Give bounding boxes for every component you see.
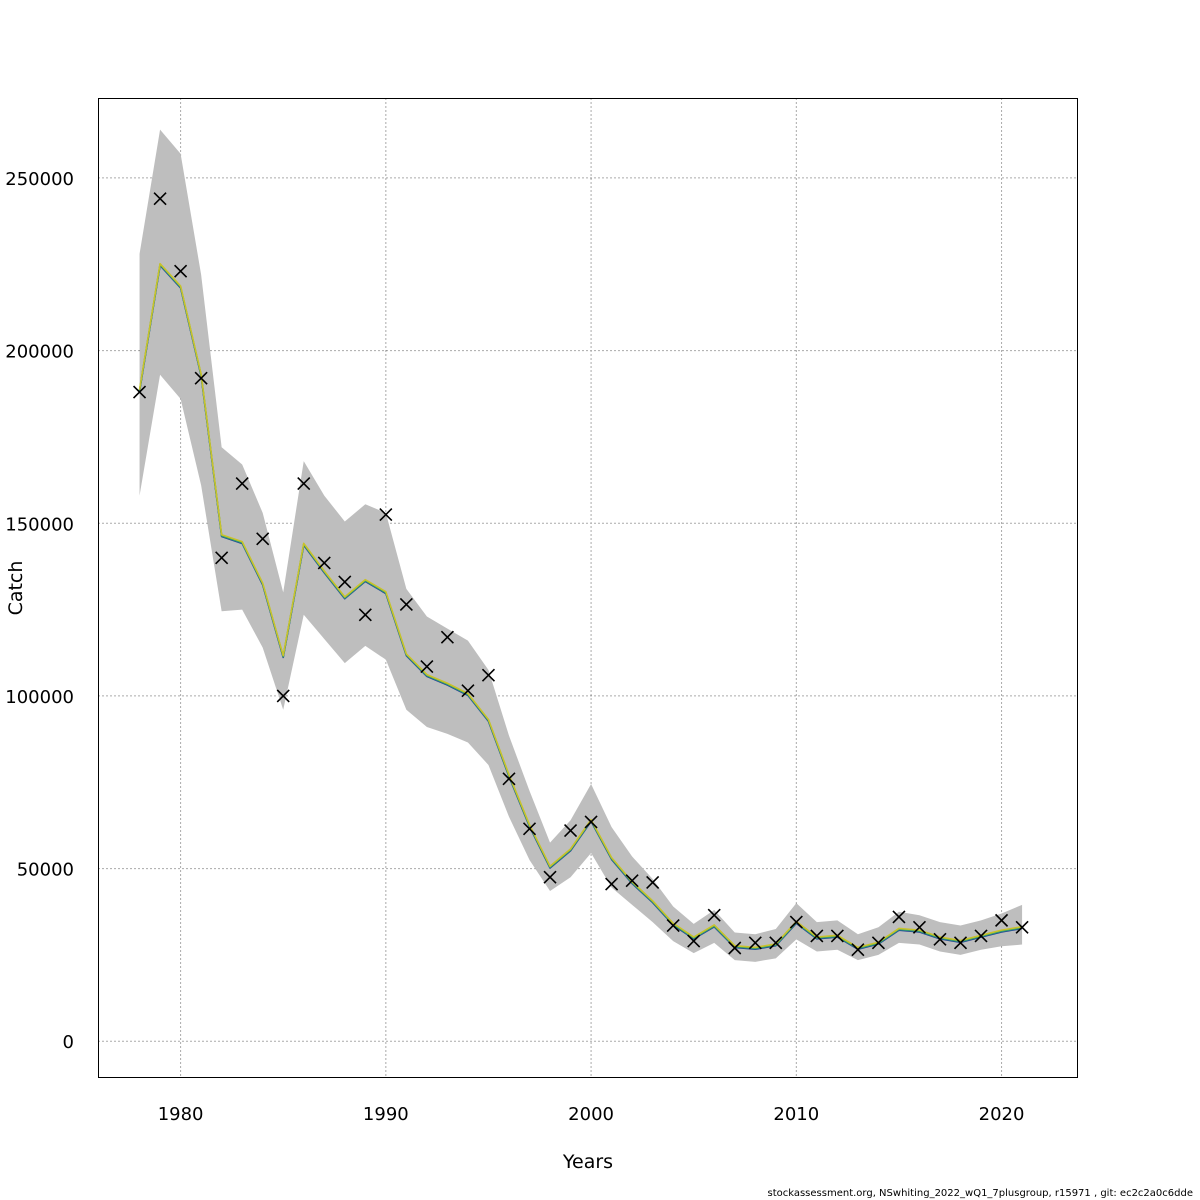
observed-point-2009 — [769, 936, 783, 950]
x-tick-label-2020: 2020 — [979, 1104, 1025, 1125]
observed-point-1983 — [235, 476, 249, 491]
axis-ticks: 1980 1990 2000 2010 2020 0 50000 100000 150000 20… — [5, 169, 1024, 1125]
observed-markers — [132, 192, 1029, 957]
y-tick-label-0: 0 — [63, 1032, 74, 1053]
observed-point-1996 — [502, 772, 516, 786]
observed-point-2017 — [933, 932, 947, 946]
observed-point-2018 — [953, 936, 968, 950]
observed-point-2003 — [646, 875, 660, 889]
observed-point-2019 — [974, 929, 988, 943]
observed-point-2002 — [625, 874, 639, 888]
y-axis-title: Catch — [5, 561, 27, 616]
observed-point-1999 — [563, 824, 578, 838]
observed-point-2000 — [584, 815, 598, 829]
observed-point-1979 — [153, 192, 167, 206]
observed-point-1990 — [379, 508, 393, 522]
observed-point-2020 — [994, 913, 1009, 927]
y-tick-label-100000: 100000 — [5, 687, 74, 708]
estimate-line-4 — [138, 262, 1023, 949]
observed-point-1982 — [215, 551, 229, 565]
y-tick-label-50000: 50000 — [17, 860, 74, 881]
observed-point-1988 — [338, 575, 352, 589]
observed-point-1981 — [194, 371, 208, 385]
observed-point-2015 — [892, 910, 906, 924]
observed-point-2016 — [912, 920, 927, 934]
y-tick-label-200000: 200000 — [5, 342, 74, 363]
observed-point-2007 — [728, 941, 742, 955]
observed-point-2014 — [871, 936, 885, 950]
observed-point-1989 — [358, 608, 372, 622]
x-tick-label-1980: 1980 — [158, 1104, 204, 1125]
y-tick-label-250000: 250000 — [5, 169, 74, 190]
x-tick-label-1990: 1990 — [363, 1104, 409, 1125]
observed-point-2008 — [748, 936, 762, 950]
confidence-band — [139, 129, 1023, 962]
estimate-lines — [138, 262, 1023, 951]
observed-point-2021 — [1015, 920, 1029, 934]
observed-point-1980 — [174, 264, 188, 278]
observed-point-1997 — [522, 822, 537, 836]
observed-point-1995 — [481, 668, 496, 682]
footer-note: stockassessment.org, NSwhiting_2022_wQ1_… — [767, 1188, 1193, 1199]
observed-point-2006 — [707, 908, 721, 922]
x-axis-title: Years — [562, 1151, 613, 1173]
observed-point-2001 — [605, 877, 619, 891]
observed-point-2005 — [687, 934, 701, 948]
observed-point-1986 — [297, 476, 311, 491]
y-tick-label-150000: 150000 — [5, 514, 74, 535]
observed-point-2012 — [830, 929, 844, 943]
observed-point-1991 — [399, 597, 413, 611]
observed-point-1987 — [317, 556, 331, 570]
x-tick-label-2010: 2010 — [773, 1104, 819, 1125]
observed-point-1992 — [420, 659, 434, 674]
observed-point-1985 — [276, 689, 290, 703]
x-tick-label-2000: 2000 — [568, 1104, 614, 1125]
observed-point-1993 — [440, 630, 454, 644]
observed-point-2010 — [789, 915, 803, 929]
observed-point-1984 — [256, 532, 270, 546]
plot-frame — [98, 98, 1078, 1078]
observed-point-1978 — [132, 385, 147, 399]
observed-point-2011 — [810, 929, 824, 943]
observed-point-2013 — [851, 943, 865, 957]
observed-point-1998 — [543, 870, 557, 884]
observed-point-2004 — [666, 918, 680, 933]
observed-point-1994 — [461, 684, 475, 698]
